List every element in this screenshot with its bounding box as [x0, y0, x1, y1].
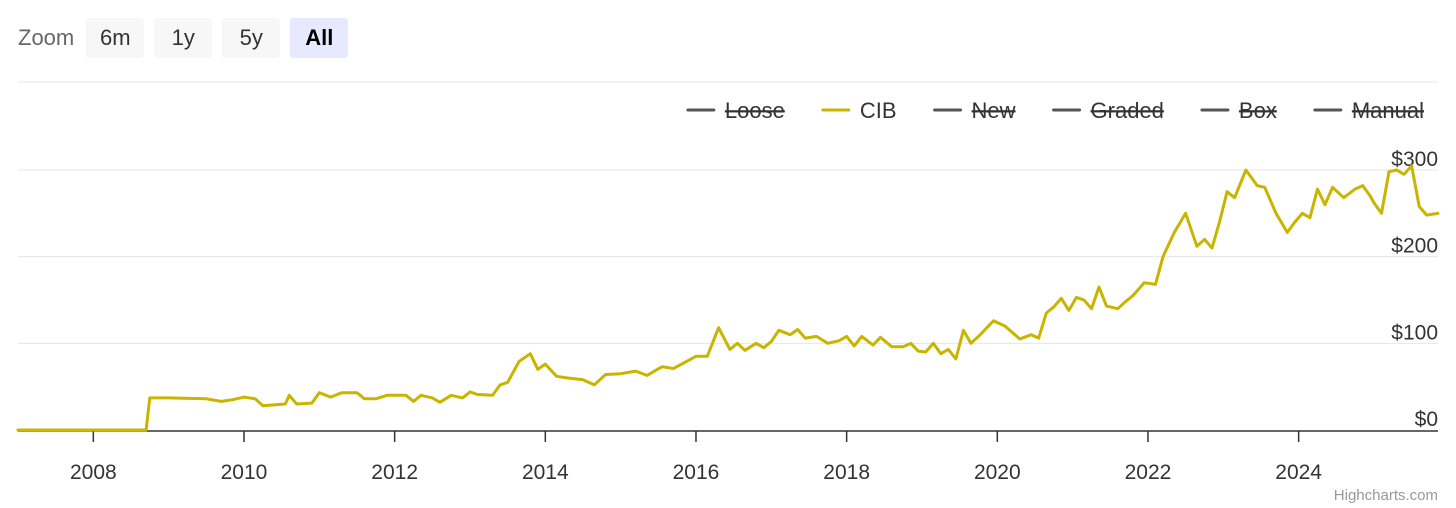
zoom-5y-button[interactable]: 5y [222, 18, 281, 58]
legend-item-manual[interactable]: Manual [1313, 98, 1424, 123]
legend: Loose CIB New Graded Box Manual [686, 98, 1424, 123]
x-tick-label: 2010 [221, 461, 268, 484]
x-tick-label: 2008 [70, 461, 117, 484]
y-tick-label: $300 [1391, 148, 1438, 171]
x-axis: 2008 2010 2012 2014 2016 2018 2020 2022 2024 [18, 430, 1438, 484]
zoom-label: Zoom [18, 25, 75, 50]
series-line-cib[interactable] [16, 164, 1440, 432]
x-tick-label: 2022 [1125, 461, 1172, 484]
legend-label: New [972, 98, 1016, 123]
legend-item-loose[interactable]: Loose [686, 98, 785, 123]
legend-item-graded[interactable]: Graded [1052, 98, 1164, 123]
legend-label: Manual [1352, 98, 1424, 123]
zoom-1y-button[interactable]: 1y [154, 18, 213, 58]
x-tick-label: 2018 [823, 461, 870, 484]
y-tick-label: $0 [1415, 408, 1438, 431]
x-tick-label: 2020 [974, 461, 1021, 484]
y-tick-label: $200 [1391, 235, 1438, 258]
credits-link[interactable]: Highcharts.com [1334, 487, 1438, 504]
y-axis-labels: $0 $100 $200 $300 [1391, 148, 1438, 431]
series-layer [16, 164, 1440, 432]
x-tick-label: 2024 [1275, 461, 1322, 484]
legend-item-new[interactable]: New [933, 98, 1016, 123]
legend-label: CIB [860, 98, 897, 123]
legend-label: Graded [1091, 98, 1164, 123]
legend-item-cib[interactable]: CIB [821, 98, 897, 123]
x-tick-label: 2016 [673, 461, 720, 484]
x-tick-label: 2014 [522, 461, 569, 484]
legend-item-box[interactable]: Box [1200, 98, 1277, 123]
zoom-all-button[interactable]: All [290, 18, 349, 58]
zoom-6m-button[interactable]: 6m [86, 18, 145, 58]
legend-label: Box [1239, 98, 1277, 123]
x-tick-label: 2012 [371, 461, 418, 484]
legend-label: Loose [725, 98, 785, 123]
y-tick-label: $100 [1391, 321, 1438, 344]
zoom-bar: Zoom 6m 1y 5y All [18, 18, 349, 58]
